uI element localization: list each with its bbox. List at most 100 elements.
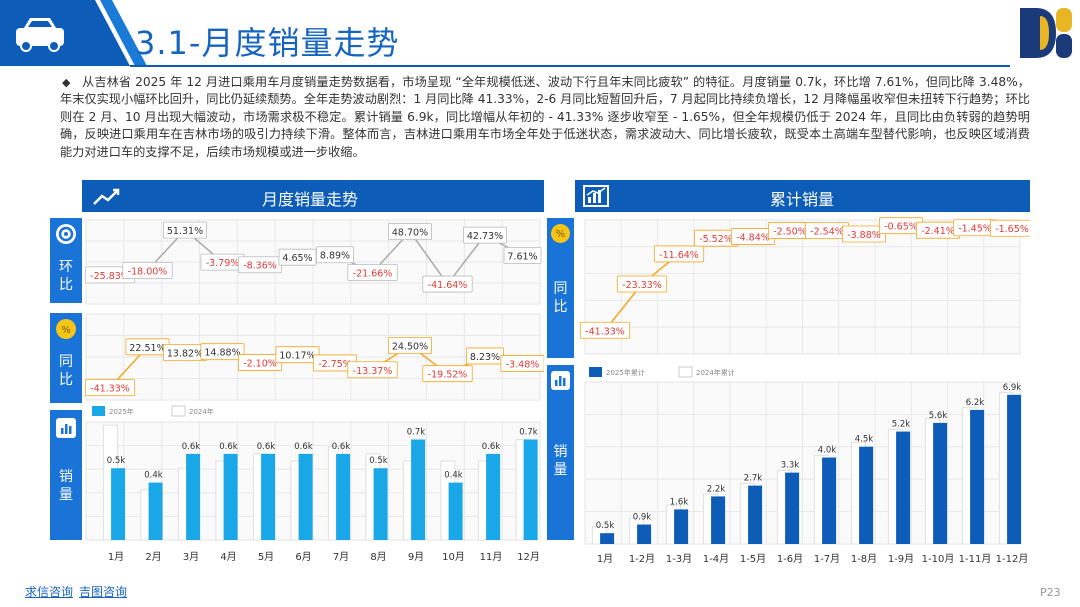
data-label-box <box>387 223 432 241</box>
category-label: 1-8月 <box>851 553 877 565</box>
monthly-panel-title: 月度销量走势 <box>262 190 359 209</box>
footer-link-qiuxin[interactable]: 求信咨询 <box>25 585 74 599</box>
category-label: 1-4月 <box>703 553 729 565</box>
data-label: -1.45% <box>958 224 992 235</box>
category-label: 1-7月 <box>814 553 840 565</box>
data-label: -41.33% <box>585 326 625 337</box>
header-shape <box>0 0 1010 67</box>
cumulative-sales-chart: 2025年累计 2024年累计 0.5k 1月 0.9k 1-2月 1.6k 1-3月 2.2k… <box>584 366 1028 565</box>
category-label: 4月 <box>220 551 236 563</box>
category-label: 10月 <box>442 551 465 563</box>
monthly-panel-header: 月度销量走势 <box>82 180 544 212</box>
data-label: -4.84% <box>736 232 770 243</box>
data-label-box <box>84 379 136 397</box>
data-label: -2.10% <box>243 359 277 370</box>
category-label: 1-10月 <box>922 553 955 565</box>
bar-value-label: 0.9k <box>633 513 652 523</box>
data-label: -11.64% <box>659 250 699 261</box>
bar-value-label: 2.7k <box>744 474 763 484</box>
bar-2025 <box>674 509 689 544</box>
bar-2025 <box>933 422 948 544</box>
bar-value-label: 4.0k <box>818 446 837 456</box>
data-label: -3.48% <box>506 359 540 370</box>
bar-value-label: 0.5k <box>596 521 615 531</box>
bar-value-label: 0.7k <box>519 428 538 438</box>
bar-2025 <box>373 468 388 540</box>
data-label: -3.79% <box>206 258 240 269</box>
bar-value-label: 0.6k <box>257 442 276 452</box>
bar-chart-icon <box>583 185 609 207</box>
side-label-mom: 环比 <box>50 218 82 303</box>
bar-value-label: 0.7k <box>407 428 426 438</box>
page-title: 3.1-月度销量走势 <box>135 24 400 62</box>
bar-value-label: 0.4k <box>144 471 163 481</box>
data-label-box <box>462 226 507 244</box>
data-label: 42.73% <box>467 231 503 242</box>
data-label: -13.37% <box>353 366 393 377</box>
data-label-box <box>503 247 542 264</box>
data-label-box <box>278 248 317 266</box>
data-label-box <box>122 261 173 279</box>
footer-links: 求信咨询 吉图咨询 <box>25 583 133 600</box>
data-label: -25.83% <box>90 271 130 282</box>
data-label: 13.82% <box>167 348 203 359</box>
bar-value-label: 0.5k <box>369 456 388 466</box>
legend-label-2024: 2024年 <box>189 407 214 416</box>
legend-label-2024: 2024年累计 <box>696 368 735 377</box>
svg-text:%: % <box>556 229 566 240</box>
data-label: -2.75% <box>318 359 352 370</box>
data-label: -18.00% <box>128 266 168 277</box>
data-label: -3.88% <box>847 230 881 241</box>
data-label: 48.70% <box>392 228 428 239</box>
category-label: 1-2月 <box>629 553 655 565</box>
category-label: 1-6月 <box>777 553 803 565</box>
data-label: -19.52% <box>428 370 468 381</box>
category-label: 12月 <box>517 551 540 563</box>
legend-swatch-2024 <box>678 366 693 378</box>
bar-2025 <box>148 482 163 540</box>
data-label: 4.65% <box>282 253 312 264</box>
bar-2025 <box>859 446 874 544</box>
bar-2025 <box>896 431 911 544</box>
data-label: -23.33% <box>622 280 662 291</box>
legend-swatch-2024 <box>171 405 186 417</box>
data-label: 7.61% <box>507 251 537 262</box>
bar-2025 <box>748 485 763 544</box>
bar-value-label: 0.6k <box>294 442 313 452</box>
category-label: 3月 <box>183 551 199 563</box>
data-label: -41.33% <box>90 384 130 395</box>
data-label: 14.88% <box>204 348 240 359</box>
bar-2025 <box>822 457 837 544</box>
category-label: 1-5月 <box>740 553 766 565</box>
data-label: 8.89% <box>320 251 350 262</box>
bar-value-label: 6.9k <box>1003 383 1022 393</box>
bar-chart-small-icon <box>56 418 76 438</box>
legend-swatch-2025 <box>92 406 105 416</box>
category-label: 1-3月 <box>666 553 692 565</box>
category-label: 1-9月 <box>888 553 914 565</box>
bar-2025 <box>970 409 985 544</box>
data-label: -41.64% <box>428 280 468 291</box>
data-label: -8.36% <box>243 261 277 272</box>
category-label: 2月 <box>145 551 161 563</box>
svg-text:%: % <box>61 325 71 336</box>
bar-value-label: 1.6k <box>670 497 689 507</box>
bar-2025 <box>111 468 126 540</box>
percent-icon: % <box>551 224 570 243</box>
data-label: -2.50% <box>773 226 807 237</box>
footer-link-jitu[interactable]: 吉图咨询 <box>79 585 128 599</box>
data-label: 51.31% <box>167 226 203 237</box>
header-banner: 3.1-月度销量走势 <box>0 0 1080 72</box>
bar-2025 <box>336 453 351 540</box>
monthly-mom-chart: -25.83%-18.00% 51.31% -3.79% -8.36% 4.65% 8.8… <box>84 219 542 305</box>
bar-value-label: 0.5k <box>107 456 126 466</box>
data-label: 10.17% <box>279 351 315 362</box>
bar-2025 <box>1007 394 1022 544</box>
bar-value-label: 0.4k <box>444 471 463 481</box>
category-label: 9月 <box>408 551 424 563</box>
side-label-yoy: % 同比 <box>50 313 82 403</box>
bar-chart-small-icon <box>551 371 570 390</box>
bar-value-label: 5.2k <box>892 420 911 430</box>
legend-swatch-2025 <box>589 367 602 377</box>
data-label-box <box>616 275 668 293</box>
